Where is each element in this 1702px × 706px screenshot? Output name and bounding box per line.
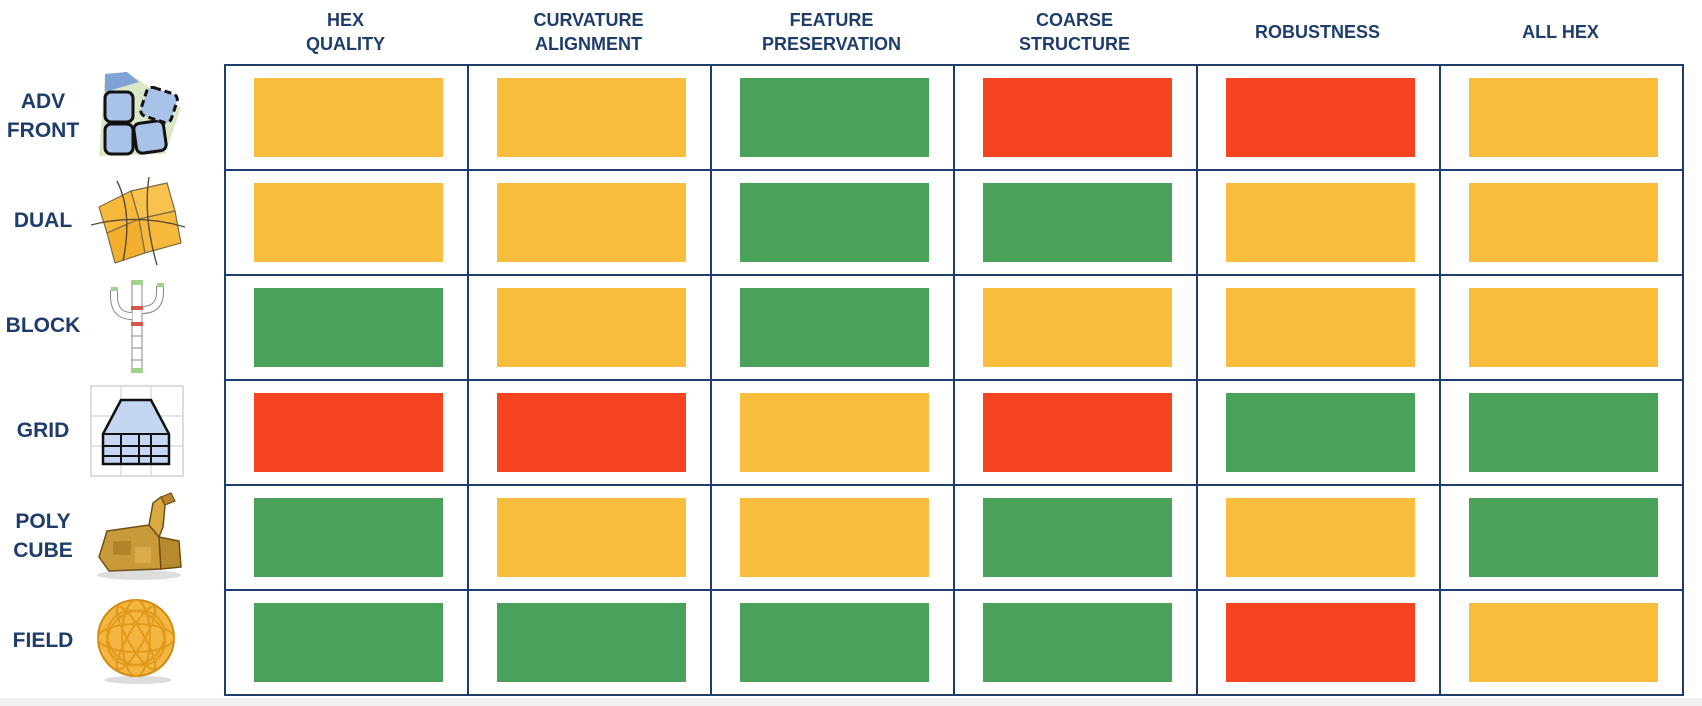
rating-swatch-green bbox=[497, 603, 686, 682]
rating-swatch-yellow bbox=[497, 78, 686, 157]
rating-swatch-yellow bbox=[254, 183, 443, 262]
field-ball-icon bbox=[82, 589, 192, 693]
rating-swatch-yellow bbox=[497, 288, 686, 367]
rating-cell bbox=[1196, 484, 1441, 591]
rating-cell bbox=[953, 379, 1198, 486]
column-header: FEATURE PRESERVATION bbox=[761, 9, 902, 54]
rating-swatch-yellow bbox=[1469, 183, 1658, 262]
rating-swatch-red bbox=[983, 393, 1172, 472]
rating-cell bbox=[467, 169, 712, 276]
rating-swatch-green bbox=[740, 603, 929, 682]
rating-swatch-yellow bbox=[497, 183, 686, 262]
rating-cell bbox=[1439, 589, 1684, 696]
rating-cell bbox=[1439, 484, 1684, 591]
block-cactus-icon bbox=[82, 274, 192, 378]
rating-cell bbox=[224, 169, 469, 276]
rating-swatch-red bbox=[497, 393, 686, 472]
rating-swatch-yellow bbox=[254, 78, 443, 157]
row-label: GRID bbox=[16, 419, 70, 443]
row-label: FIELD bbox=[12, 629, 74, 653]
rating-cell bbox=[1196, 64, 1441, 171]
rating-cell bbox=[224, 484, 469, 591]
rating-cell bbox=[710, 589, 955, 696]
rating-swatch-green bbox=[254, 603, 443, 682]
rating-cell bbox=[224, 64, 469, 171]
rating-cell bbox=[467, 274, 712, 381]
comparison-grid bbox=[224, 64, 1686, 696]
rating-cell bbox=[1439, 379, 1684, 486]
rating-swatch-green bbox=[1469, 393, 1658, 472]
rating-cell bbox=[710, 64, 955, 171]
column-header: ROBUSTNESS bbox=[1254, 21, 1380, 42]
rating-swatch-green bbox=[983, 498, 1172, 577]
rating-swatch-green bbox=[254, 498, 443, 577]
column-header: COARSE STRUCTURE bbox=[1019, 9, 1130, 54]
rating-swatch-green bbox=[254, 288, 443, 367]
rating-cell bbox=[953, 484, 1198, 591]
rating-cell bbox=[224, 379, 469, 486]
rating-cell bbox=[710, 379, 955, 486]
rating-cell bbox=[1439, 169, 1684, 276]
column-header: ALL HEX bbox=[1522, 21, 1599, 42]
rating-swatch-yellow bbox=[497, 498, 686, 577]
rating-swatch-red bbox=[1226, 78, 1415, 157]
row-label: DUAL bbox=[13, 209, 73, 233]
rating-swatch-yellow bbox=[1469, 288, 1658, 367]
rating-swatch-yellow bbox=[1226, 183, 1415, 262]
rating-swatch-red bbox=[1226, 603, 1415, 682]
rating-cell bbox=[710, 484, 955, 591]
grid-house-icon bbox=[82, 379, 192, 483]
rating-cell bbox=[1196, 274, 1441, 381]
rating-swatch-red bbox=[983, 78, 1172, 157]
rating-swatch-green bbox=[1226, 393, 1415, 472]
dual-sheets-icon bbox=[82, 169, 192, 273]
rating-cell bbox=[467, 64, 712, 171]
rating-swatch-yellow bbox=[1469, 78, 1658, 157]
rating-swatch-red bbox=[254, 393, 443, 472]
rating-cell bbox=[953, 274, 1198, 381]
row-label: ADV FRONT bbox=[6, 89, 80, 142]
rating-swatch-yellow bbox=[1226, 288, 1415, 367]
column-header: HEX QUALITY bbox=[306, 9, 385, 54]
polycube-bunny-icon bbox=[82, 484, 192, 588]
rating-cell bbox=[467, 484, 712, 591]
advancing-front-quads-icon bbox=[82, 64, 192, 168]
rating-cell bbox=[953, 64, 1198, 171]
rating-cell bbox=[467, 589, 712, 696]
row-label: POLY CUBE bbox=[13, 509, 73, 562]
rating-cell bbox=[953, 589, 1198, 696]
rating-swatch-green bbox=[1469, 498, 1658, 577]
rating-cell bbox=[710, 274, 955, 381]
rating-cell bbox=[1196, 589, 1441, 696]
rating-swatch-yellow bbox=[740, 393, 929, 472]
rating-swatch-green bbox=[740, 288, 929, 367]
row-label: BLOCK bbox=[5, 314, 81, 338]
rating-swatch-green bbox=[740, 78, 929, 157]
rating-cell bbox=[224, 589, 469, 696]
rating-cell bbox=[710, 169, 955, 276]
rating-swatch-yellow bbox=[1469, 603, 1658, 682]
rating-swatch-green bbox=[983, 603, 1172, 682]
rating-cell bbox=[1439, 274, 1684, 381]
rating-cell bbox=[1196, 379, 1441, 486]
rating-swatch-yellow bbox=[983, 288, 1172, 367]
rating-cell bbox=[467, 379, 712, 486]
column-header: CURVATURE ALIGNMENT bbox=[533, 9, 644, 54]
rating-swatch-green bbox=[983, 183, 1172, 262]
bottom-edge bbox=[0, 698, 1702, 706]
rating-swatch-green bbox=[740, 183, 929, 262]
rating-cell bbox=[224, 274, 469, 381]
rating-swatch-yellow bbox=[1226, 498, 1415, 577]
rating-swatch-yellow bbox=[740, 498, 929, 577]
rating-cell bbox=[953, 169, 1198, 276]
rating-cell bbox=[1196, 169, 1441, 276]
rating-cell bbox=[1439, 64, 1684, 171]
